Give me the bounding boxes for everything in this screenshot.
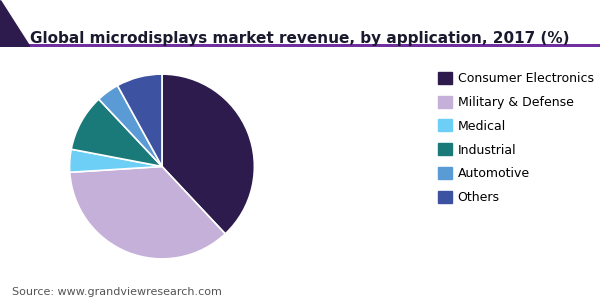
- Text: Source: www.grandviewresearch.com: Source: www.grandviewresearch.com: [12, 287, 222, 297]
- Wedge shape: [70, 149, 162, 172]
- Wedge shape: [118, 74, 162, 166]
- Wedge shape: [162, 74, 254, 234]
- Wedge shape: [99, 85, 162, 166]
- Text: Global microdisplays market revenue, by application, 2017 (%): Global microdisplays market revenue, by …: [30, 32, 570, 46]
- Wedge shape: [71, 99, 162, 166]
- Legend: Consumer Electronics, Military & Defense, Medical, Industrial, Automotive, Other: Consumer Electronics, Military & Defense…: [438, 72, 594, 204]
- Polygon shape: [0, 0, 30, 46]
- Wedge shape: [70, 167, 225, 259]
